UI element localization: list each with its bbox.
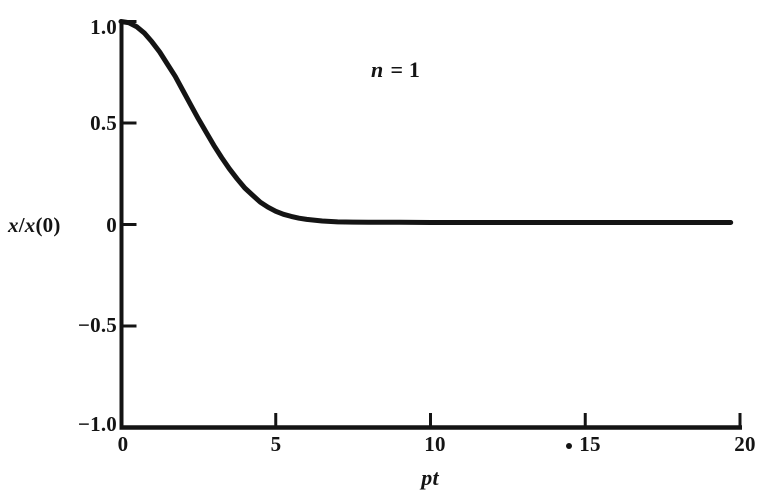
x-tick-label-0: 0 bbox=[117, 432, 129, 456]
y-tick-label-0.5: 0.5 bbox=[90, 111, 117, 135]
y-tick-label-1.0: 1.0 bbox=[90, 15, 117, 39]
y-axis-title-var-x: x bbox=[8, 213, 19, 237]
y-axis-title-var-x0: x bbox=[24, 213, 36, 237]
x-tick-label-20: 20 bbox=[734, 432, 756, 456]
x-tick-label-15: 15 bbox=[579, 432, 601, 456]
y-tick-label-neg0.5: −0.5 bbox=[77, 313, 117, 337]
decay-curve bbox=[118, 19, 734, 225]
x-tick-label-5: 5 bbox=[270, 432, 282, 456]
y-axis-title: x/x(0) bbox=[8, 214, 61, 236]
y-axis-title-slash: / bbox=[18, 213, 25, 237]
print-artifact-dot-icon bbox=[566, 443, 572, 449]
y-tick-label-neg1.0: −1.0 bbox=[77, 412, 117, 436]
annotation-value: = 1 bbox=[390, 57, 421, 82]
x-tick-label-10: 10 bbox=[424, 432, 446, 456]
annotation-variable: n bbox=[371, 57, 384, 82]
y-axis-title-arg: (0) bbox=[35, 213, 61, 237]
annotation-n-equals-1: n = 1 bbox=[371, 59, 420, 81]
x-axis-title: pt bbox=[421, 465, 439, 490]
y-tick-label-0: 0 bbox=[106, 213, 117, 237]
